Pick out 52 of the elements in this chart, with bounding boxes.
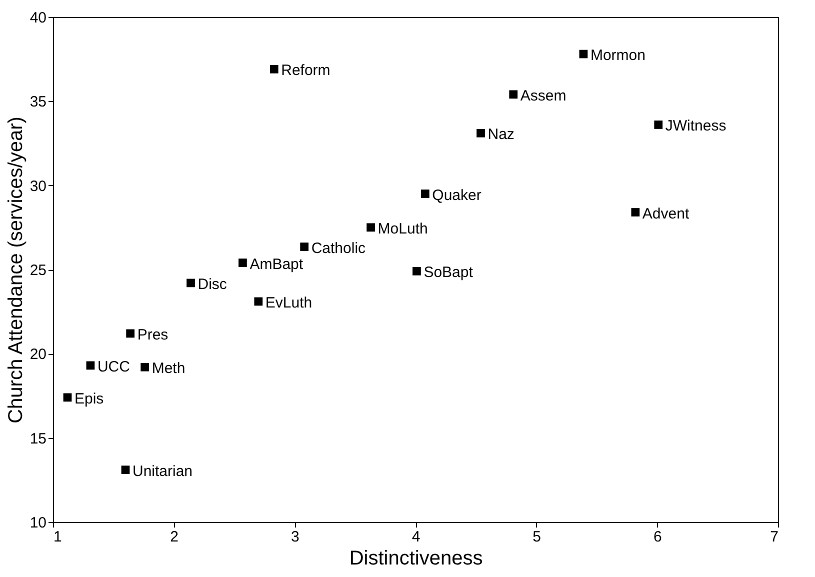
annotation: JWitness [665, 118, 726, 135]
point [254, 297, 263, 306]
annotation: EvLuth [265, 294, 312, 312]
annotation: Epis [74, 390, 104, 408]
annotation: Assem [520, 87, 566, 104]
annotation: UCC [97, 358, 130, 376]
annotation: Quaker [432, 186, 482, 204]
point [579, 50, 588, 58]
annotation: AmBapt [250, 256, 304, 273]
point [186, 278, 195, 288]
point [509, 90, 518, 99]
annotation: SoBapt [424, 264, 474, 282]
point [86, 361, 95, 370]
point [412, 267, 421, 276]
x-axis-title: Distinctiveness [349, 548, 483, 570]
y-tick-label: 20 [30, 346, 46, 364]
annotation: Reform [281, 62, 330, 80]
point [63, 393, 72, 402]
point [121, 466, 130, 474]
x-tick-label: 3 [290, 528, 300, 546]
annotation: Pres [137, 326, 168, 344]
annotation: Naz [488, 126, 514, 144]
point [631, 208, 640, 216]
point [300, 242, 309, 251]
y-tick-label: 40 [30, 10, 46, 26]
annotation: Catholic [311, 240, 366, 257]
y-tick-label: 25 [30, 262, 46, 279]
y-tick-label: 10 [30, 514, 46, 532]
y-tick-label: 35 [30, 94, 46, 111]
annotation: Advent [642, 205, 690, 222]
x-tick-label: 6 [653, 528, 662, 546]
x-tick-label: 2 [170, 528, 179, 546]
y-axis-title: Church Attendance (services/year) [4, 116, 27, 424]
annotation: MoLuth [378, 220, 428, 238]
point [366, 223, 375, 232]
annotation: Unitarian [132, 462, 193, 480]
point [476, 128, 485, 138]
point [270, 65, 278, 74]
point [126, 329, 135, 338]
point [654, 120, 663, 129]
x-tick-label: 7 [770, 528, 778, 546]
annotation: Disc [198, 276, 228, 293]
point [140, 362, 150, 372]
y-tick-label: 30 [30, 178, 46, 195]
point [238, 258, 247, 267]
x-tick-label: 1 [54, 528, 62, 546]
annotation: Meth [152, 360, 186, 378]
x-tick-label: 5 [532, 528, 542, 546]
annotation: Mormon [590, 47, 646, 64]
point [420, 190, 430, 198]
x-tick-label: 4 [412, 528, 420, 546]
y-tick-label: 15 [30, 430, 46, 448]
